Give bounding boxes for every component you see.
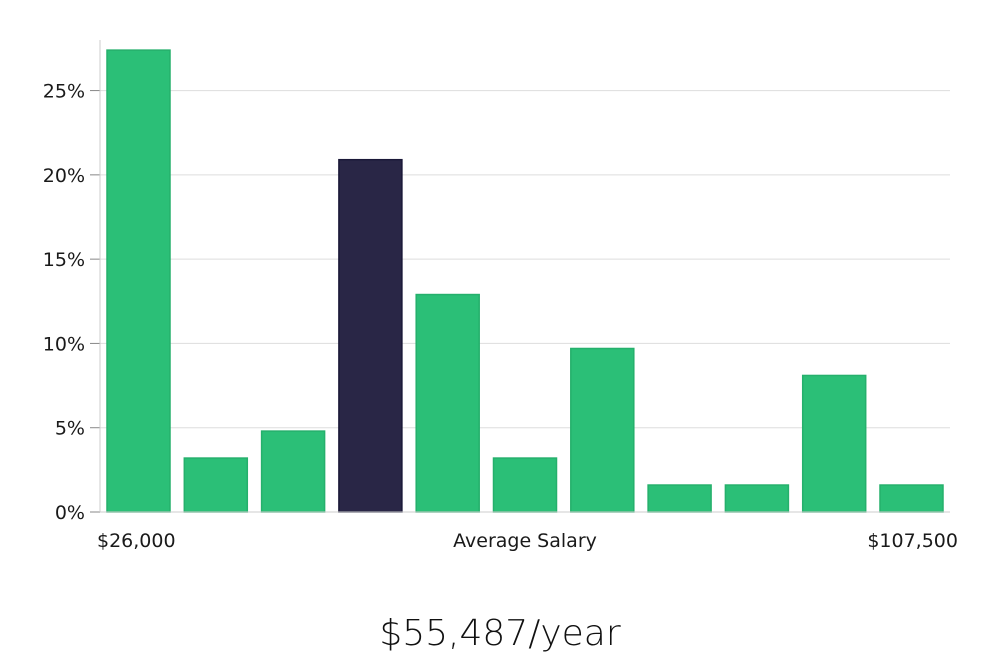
bar bbox=[183, 457, 249, 513]
bar bbox=[106, 49, 171, 513]
y-tick-label: 25% bbox=[43, 81, 85, 103]
bar bbox=[724, 484, 790, 513]
bar bbox=[415, 293, 480, 513]
bar bbox=[879, 484, 944, 513]
bar bbox=[492, 457, 558, 513]
bar bbox=[260, 430, 326, 513]
y-tick-label: 5% bbox=[55, 418, 85, 440]
y-tick-label: 15% bbox=[43, 249, 85, 271]
average-salary-summary: $55,487/year bbox=[379, 613, 621, 654]
chart-canvas: 0% 5% 10% 15% 20% 25% $26,000 Average Salary $10… bbox=[43, 40, 958, 552]
bar bbox=[570, 347, 635, 513]
bar bbox=[647, 484, 712, 513]
y-tick-label: 20% bbox=[43, 165, 85, 187]
salary-histogram: 0% 5% 10% 15% 20% 25% $26,000 Average Salary $10… bbox=[43, 40, 958, 552]
y-tick-label: 0% bbox=[55, 502, 85, 524]
bar-highlighted bbox=[338, 158, 403, 513]
y-tick-label: 10% bbox=[43, 333, 85, 355]
bar bbox=[801, 374, 867, 513]
x-min-label: $26,000 bbox=[97, 530, 176, 552]
x-axis-title: Average Salary bbox=[453, 530, 597, 552]
x-max-label: $107,500 bbox=[867, 530, 958, 552]
